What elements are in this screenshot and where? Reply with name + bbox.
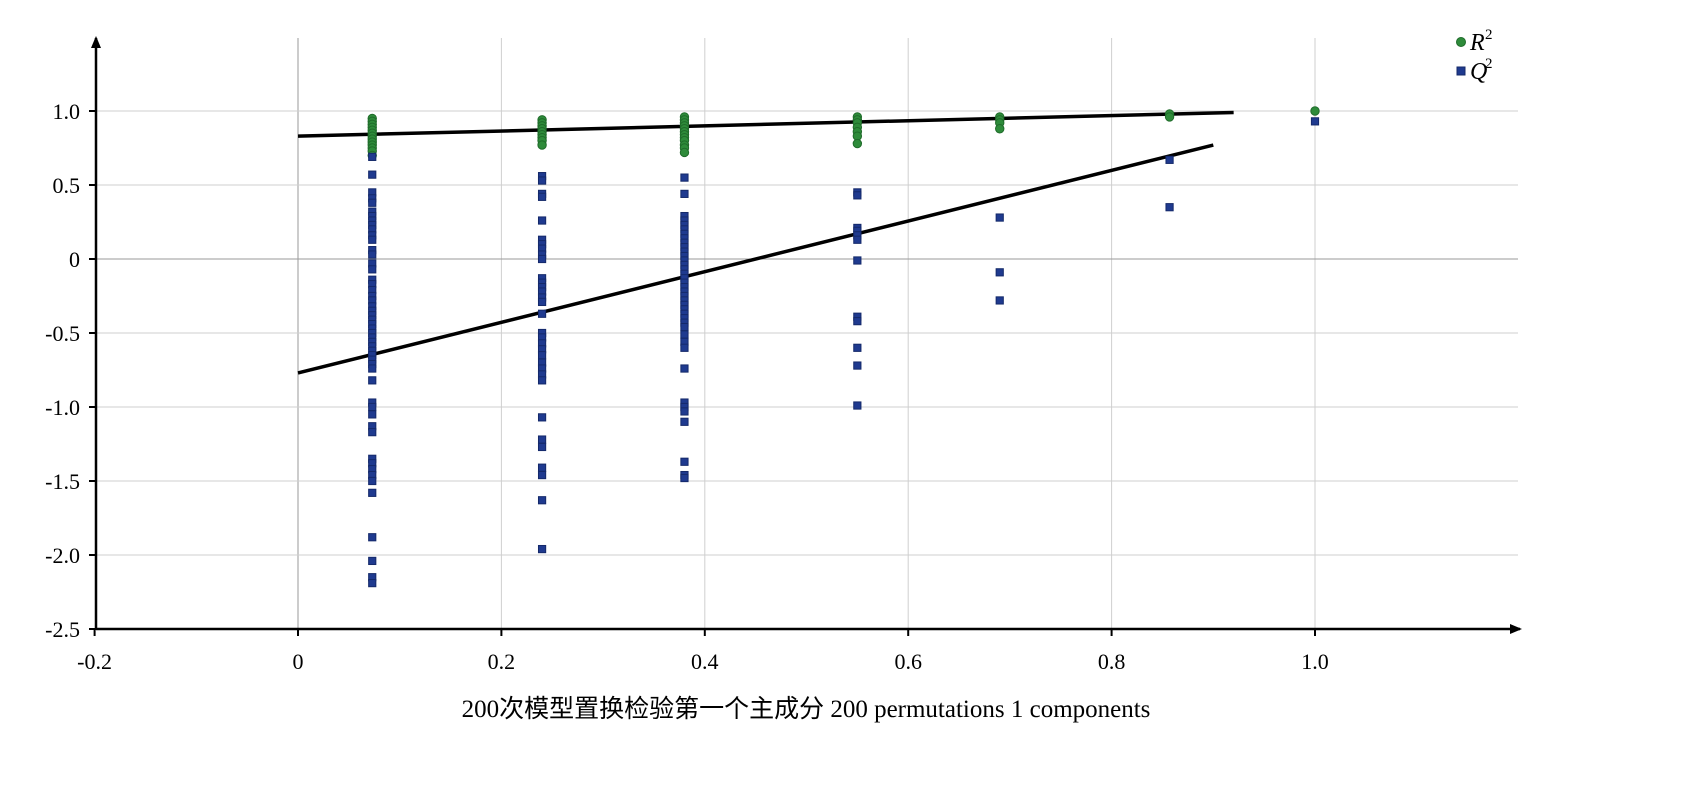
q2-point bbox=[680, 407, 689, 416]
q2-point bbox=[368, 235, 377, 244]
q2-point bbox=[1310, 117, 1320, 126]
q2-point bbox=[368, 402, 377, 412]
q2-point bbox=[853, 361, 862, 370]
series-q2 bbox=[368, 117, 1320, 588]
r2-point bbox=[1310, 106, 1320, 116]
q2-point bbox=[368, 198, 377, 207]
x-tick-labels: -0.2 0 0.2 0.4 0.6 0.8 1.0 bbox=[77, 629, 1329, 674]
data-points bbox=[367, 106, 1320, 588]
q2-point bbox=[537, 496, 547, 505]
q2-point bbox=[368, 533, 377, 542]
q2-point bbox=[537, 376, 547, 385]
q2-point bbox=[537, 413, 547, 422]
grid-lines bbox=[96, 38, 1518, 629]
q2-point bbox=[368, 410, 377, 419]
q2-point bbox=[853, 317, 862, 326]
x-axis-title: 200次模型置换检验第一个主成分 200 permutations 1 comp… bbox=[462, 695, 1151, 723]
q2-point bbox=[537, 544, 547, 554]
q2-point bbox=[368, 170, 377, 179]
x-tick-label: -0.2 bbox=[77, 649, 112, 674]
q2-point bbox=[368, 364, 377, 373]
q2-point bbox=[368, 476, 377, 486]
q2-point bbox=[368, 428, 377, 437]
q2-point bbox=[537, 463, 547, 472]
legend-marker-square bbox=[1456, 66, 1466, 76]
q2-point bbox=[680, 473, 689, 483]
q2-point bbox=[680, 189, 689, 198]
y-tick-label: -0.5 bbox=[45, 321, 80, 346]
x-tick-label: 0.8 bbox=[1098, 649, 1126, 674]
series-r2 bbox=[367, 106, 1320, 161]
q2-point bbox=[537, 176, 547, 185]
legend-label-superscript: 2 bbox=[1485, 56, 1493, 72]
r2-point bbox=[852, 138, 863, 149]
q2-point bbox=[368, 265, 377, 274]
r2-point bbox=[537, 140, 547, 150]
q2-point bbox=[368, 152, 377, 161]
r2-point bbox=[1164, 112, 1175, 122]
q2-point bbox=[853, 191, 862, 200]
regression-line-q2 bbox=[297, 143, 1214, 375]
q2-point bbox=[368, 376, 377, 385]
q2-point bbox=[853, 235, 862, 244]
q2-point bbox=[368, 488, 377, 497]
q2-point bbox=[537, 254, 547, 264]
q2-point bbox=[537, 351, 547, 360]
x-tick-label: 1.0 bbox=[1301, 649, 1329, 674]
x-tick-label: 0.6 bbox=[894, 649, 922, 674]
q2-point bbox=[1165, 155, 1174, 164]
q2-point bbox=[368, 579, 377, 588]
y-tick-label: -1.5 bbox=[45, 469, 80, 494]
q2-point bbox=[680, 457, 689, 466]
legend-label: R bbox=[1469, 30, 1485, 56]
q2-point bbox=[680, 417, 689, 426]
q2-point bbox=[680, 343, 689, 352]
q2-point bbox=[537, 192, 547, 201]
q2-point bbox=[368, 556, 377, 566]
q2-point bbox=[1165, 203, 1174, 212]
legend-item-q: Q2 bbox=[1456, 56, 1493, 85]
q2-point bbox=[680, 173, 689, 182]
legend: R 2Q2 bbox=[1456, 27, 1493, 85]
x-tick-label: 0.2 bbox=[488, 649, 516, 674]
q2-point bbox=[995, 296, 1004, 305]
y-tick-label: 1.0 bbox=[53, 99, 81, 124]
r2-point bbox=[995, 124, 1005, 134]
r2-point bbox=[679, 147, 690, 158]
q2-point bbox=[537, 309, 547, 318]
y-tick-label: -2.5 bbox=[45, 617, 80, 642]
legend-marker-circle bbox=[1456, 37, 1466, 47]
y-tick-label: 0 bbox=[69, 247, 80, 272]
q2-point bbox=[537, 470, 547, 480]
q2-point bbox=[537, 216, 547, 225]
legend-label-superscript: 2 bbox=[1485, 27, 1493, 43]
q2-point bbox=[368, 250, 377, 259]
y-tick-labels: -2.5 -2.0 -1.5 -1.0 -0.5 0 0.5 1.0 bbox=[45, 99, 96, 642]
q2-point bbox=[537, 442, 547, 452]
q2-point bbox=[680, 330, 689, 339]
q2-point bbox=[537, 435, 547, 444]
x-tick-label: 0.4 bbox=[691, 649, 719, 674]
q2-point bbox=[853, 256, 862, 265]
regression-line-r2 bbox=[297, 110, 1234, 138]
q2-point bbox=[853, 343, 862, 352]
regression-lines bbox=[297, 110, 1234, 375]
y-tick-label: -2.0 bbox=[45, 543, 80, 568]
y-tick-label: 0.5 bbox=[53, 173, 81, 198]
q2-point bbox=[680, 322, 689, 332]
q2-point bbox=[995, 213, 1004, 222]
y-tick-label: -1.0 bbox=[45, 395, 80, 420]
q2-point bbox=[853, 401, 862, 410]
x-tick-label: 0 bbox=[293, 649, 304, 674]
legend-label: Q bbox=[1470, 59, 1487, 85]
q2-point bbox=[680, 364, 689, 373]
q2-point bbox=[995, 268, 1004, 277]
q2-point bbox=[537, 297, 547, 307]
